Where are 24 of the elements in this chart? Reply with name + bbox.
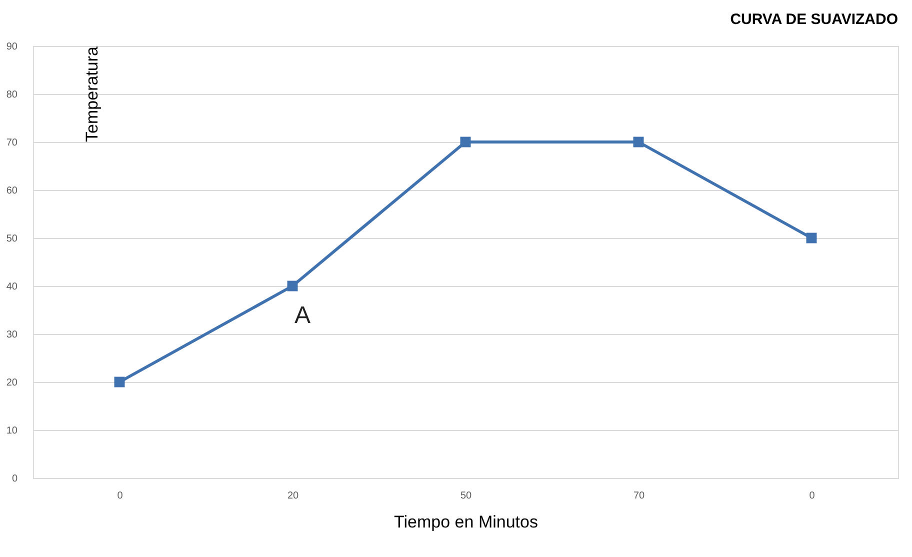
point bbox=[287, 280, 298, 292]
y-tick-label: 90 bbox=[6, 42, 18, 52]
x-axis-title: Tiempo en Minutos bbox=[394, 512, 538, 532]
x-tick-label: 0 bbox=[117, 490, 124, 502]
y-axis-title: Temperatura bbox=[82, 46, 102, 142]
point bbox=[633, 136, 644, 148]
y-tick-label: 70 bbox=[6, 138, 18, 148]
chart-title: CURVA DE SUAVIZADO bbox=[730, 11, 898, 28]
y-tick-label: 60 bbox=[6, 186, 18, 196]
y-tick-label: 30 bbox=[6, 330, 18, 340]
x-tick-label: 70 bbox=[633, 490, 645, 502]
point bbox=[114, 376, 125, 388]
point bbox=[806, 232, 817, 244]
x-tick-label: 50 bbox=[460, 490, 472, 502]
x-tick-label: 0 bbox=[809, 490, 816, 502]
annotation: A bbox=[294, 302, 311, 329]
y-tick-label: 10 bbox=[6, 426, 18, 436]
point bbox=[460, 136, 471, 148]
y-tick-label: 80 bbox=[6, 90, 18, 100]
y-tick-label: 50 bbox=[6, 234, 18, 244]
y-tick-label: 20 bbox=[6, 378, 18, 388]
y-tick-label: 0 bbox=[12, 474, 18, 484]
y-tick-label: 40 bbox=[6, 282, 18, 292]
x-tick-label: 20 bbox=[287, 490, 299, 502]
